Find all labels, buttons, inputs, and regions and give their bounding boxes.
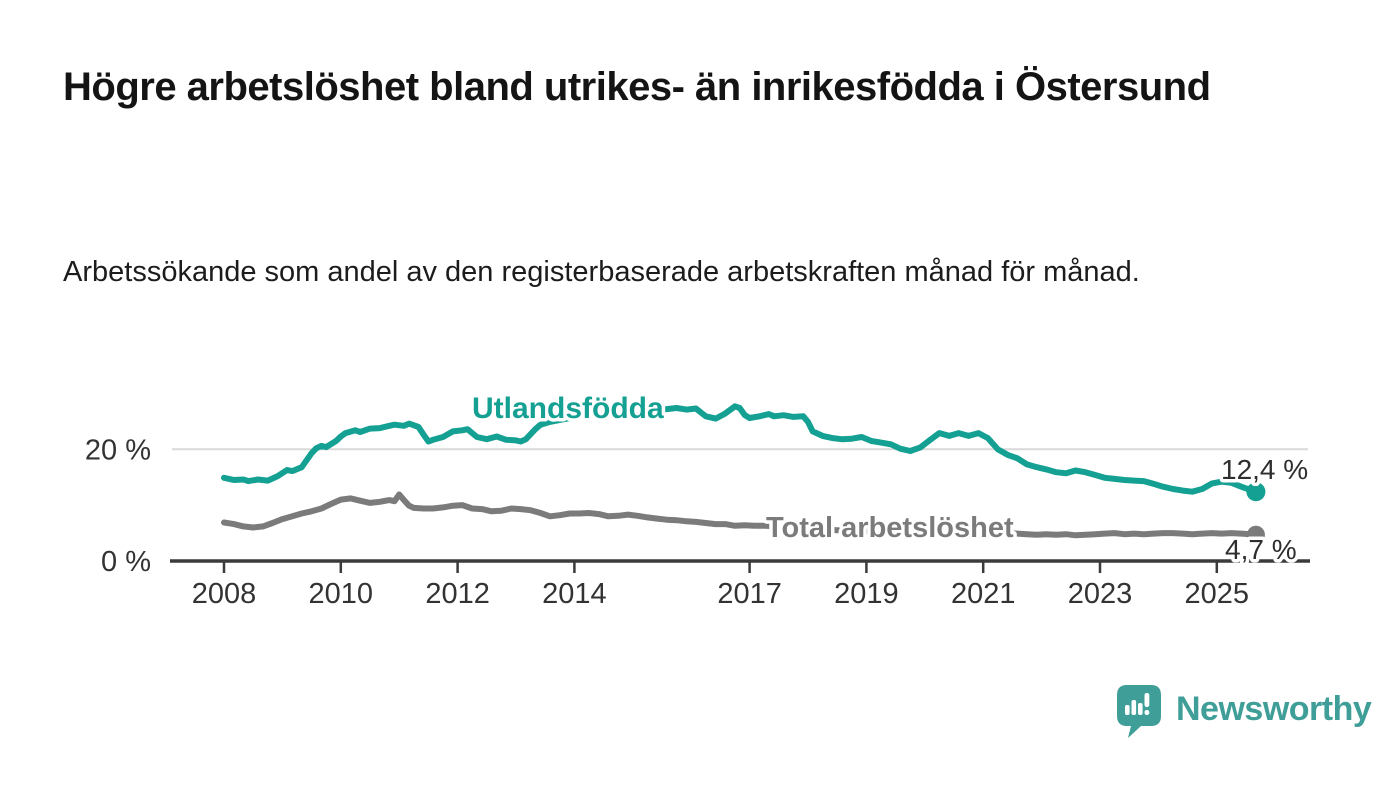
bar-tall xyxy=(1131,700,1137,715)
x-axis-tick-label: 2008 xyxy=(192,578,257,610)
x-axis-tick-label: 2014 xyxy=(542,578,607,610)
end-label-utlandsfodda: 12,4 % xyxy=(1221,454,1308,485)
exclamation-bar xyxy=(1144,693,1150,707)
newsworthy-logo: Newsworthy xyxy=(1116,684,1372,742)
newsworthy-wordmark: Newsworthy xyxy=(1176,690,1372,728)
x-axis-tick-label: 2012 xyxy=(425,578,490,610)
series-label-utlandsfodda: Utlandsfödda xyxy=(472,392,664,425)
y-axis-label: 0 % xyxy=(101,546,151,578)
chart-subtitle: Arbetssökande som andel av den registerb… xyxy=(63,256,1140,288)
series-label-total-arbetsloshet: Total arbetslöshet xyxy=(766,512,1014,544)
x-axis-tick-label: 2017 xyxy=(717,578,782,610)
x-axis-tick-label: 2019 xyxy=(834,578,899,610)
x-axis-tick-label: 2025 xyxy=(1185,578,1250,610)
page-title: Högre arbetslöshet bland utrikes- än inr… xyxy=(63,65,1211,109)
series-line-utlandsfodda xyxy=(221,403,1259,495)
exclamation-dot xyxy=(1144,710,1150,715)
x-axis-tick-label: 2023 xyxy=(1068,578,1133,610)
x-axis-tick-label: 2010 xyxy=(309,578,374,610)
end-dot-utlandsfodda xyxy=(1246,482,1266,502)
newsworthy-bubble-bar-chart-icon xyxy=(1117,685,1161,738)
end-label-total-arbetsloshet: 4,7 % xyxy=(1225,534,1297,565)
end-dot-total-arbetsloshet xyxy=(1246,525,1265,544)
x-axis-tick-label: 2021 xyxy=(951,578,1016,610)
bar-small xyxy=(1125,705,1130,715)
y-axis-label: 20 % xyxy=(85,434,151,466)
series-line-total-arbetsloshet xyxy=(221,491,1259,539)
bar-medium xyxy=(1138,703,1143,715)
